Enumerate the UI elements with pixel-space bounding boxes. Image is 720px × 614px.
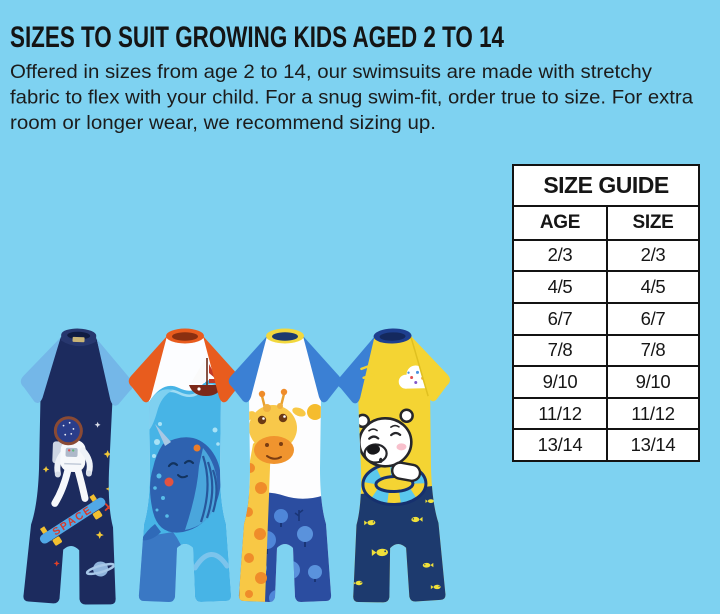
size-guide-col-age: AGE bbox=[539, 211, 581, 233]
intro-line-2: fabric to flex with your child. For a sn… bbox=[10, 87, 693, 109]
sleeve-right bbox=[96, 338, 134, 406]
product-image-giraffe-swimsuit bbox=[228, 328, 342, 602]
size-guide-col-size: SIZE bbox=[606, 207, 698, 239]
sleeve-right bbox=[410, 335, 450, 402]
polar-bear-graphic bbox=[355, 408, 422, 483]
size-guide-cell-size: 11/12 bbox=[606, 396, 698, 429]
size-guide-cell-age: 6/7 bbox=[514, 301, 606, 334]
page-title: SIZES TO SUIT GROWING KIDS AGED 2 TO 14 bbox=[10, 21, 504, 54]
intro-line-3: room or longer wear, we recommend sizing… bbox=[10, 112, 436, 134]
constellation-mark bbox=[94, 421, 101, 428]
sleeve-left bbox=[337, 336, 375, 404]
size-guide-grid: AGE SIZE 2/3 2/3 4/5 4/5 6/7 6/7 7/8 7/8… bbox=[514, 207, 698, 460]
sleeve-right bbox=[303, 336, 342, 403]
size-guide-cell-size: 6/7 bbox=[606, 301, 698, 334]
collar-label bbox=[72, 336, 85, 343]
size-guide-title: SIZE GUIDE bbox=[514, 166, 698, 207]
intro-line-1: Offered in sizes from age 2 to 14, our s… bbox=[10, 61, 652, 83]
size-guide-cell-size: 2/3 bbox=[606, 238, 698, 271]
intro-paragraph: Offered in sizes from age 2 to 14, our s… bbox=[10, 61, 693, 134]
size-guide-cell-size: 9/10 bbox=[606, 365, 698, 397]
size-guide-cell-age: 11/12 bbox=[514, 396, 606, 429]
collar bbox=[166, 328, 204, 344]
size-guide-cell-age: 7/8 bbox=[514, 333, 606, 366]
collar bbox=[61, 328, 97, 347]
sleeve-left bbox=[20, 337, 61, 404]
sleeve-left bbox=[128, 336, 167, 403]
dash-marks bbox=[360, 364, 377, 388]
size-guide-table: SIZE GUIDE AGE SIZE 2/3 2/3 4/5 4/5 6/7 … bbox=[512, 164, 700, 462]
collar bbox=[266, 328, 304, 344]
size-guide-cell-age: 4/5 bbox=[514, 270, 606, 302]
sleeve-left bbox=[228, 336, 267, 403]
collar bbox=[373, 328, 412, 344]
size-guide-cell-size: 4/5 bbox=[606, 270, 698, 302]
size-guide-cell-age: 13/14 bbox=[514, 428, 606, 460]
product-image-space-swimsuit: SPACE bbox=[20, 328, 134, 605]
size-guide-cell-age: 9/10 bbox=[514, 365, 606, 397]
page-title-text: SIZES TO SUIT GROWING KIDS AGED 2 TO 14 bbox=[10, 21, 504, 54]
sailboat-graphic bbox=[189, 358, 223, 396]
size-guide-cell-size: 13/14 bbox=[606, 428, 698, 460]
size-guide-cell-age: 2/3 bbox=[514, 238, 606, 271]
product-gallery: SPACE bbox=[0, 160, 512, 605]
size-guide-cell-size: 7/8 bbox=[606, 333, 698, 366]
product-image-bear-swimsuit bbox=[337, 328, 450, 604]
